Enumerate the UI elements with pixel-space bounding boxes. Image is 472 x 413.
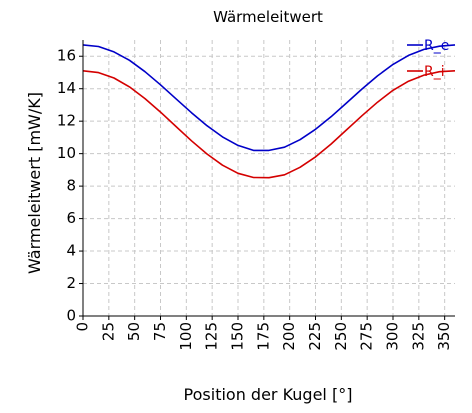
x-tick-label: 50 [125,322,143,341]
chart-title: Wärmeleitwert [213,8,323,26]
x-tick-label: 100 [177,322,195,351]
series-line-r-e [82,44,456,152]
x-tick-label: 0 [74,322,92,332]
x-tick-label: 150 [229,322,247,351]
y-tick-label: 14 [57,79,76,97]
grid-lines [83,40,455,316]
legend: R_e R_i [407,38,449,80]
legend-label: R_e [424,38,449,54]
series-lines [82,44,456,179]
x-axis-label: Position der Kugel [°] [184,385,353,404]
y-axis-label: Wärmeleitwert [mW/K] [25,92,44,274]
y-tick-label: 6 [66,209,76,227]
x-tick-label: 300 [384,322,402,351]
x-tick-label: 125 [203,322,221,351]
y-tick-label: 2 [66,274,76,292]
x-tick-label: 25 [99,322,117,341]
x-tick-label: 325 [409,322,427,351]
y-tick-label: 0 [66,307,76,325]
y-tick-label: 16 [57,47,76,65]
y-tick-label: 8 [66,177,76,195]
y-tick-label: 4 [66,242,76,260]
x-tick-label: 350 [435,322,453,351]
x-tick-label: 175 [254,322,272,351]
y-ticks: 0 2 4 6 8 10 12 14 16 [57,47,83,325]
y-tick-label: 10 [57,144,76,162]
x-tick-label: 225 [306,322,324,351]
x-tick-label: 275 [358,322,376,351]
x-tick-label: 200 [280,322,298,351]
series-line-r-i [82,70,456,179]
x-ticks: 0 25 50 75 100 125 150 175 200 225 250 275 300 325 350 [74,316,453,351]
x-tick-label: 250 [332,322,350,351]
x-tick-label: 75 [151,322,169,341]
legend-label: R_i [424,64,445,80]
y-tick-label: 12 [57,112,76,130]
